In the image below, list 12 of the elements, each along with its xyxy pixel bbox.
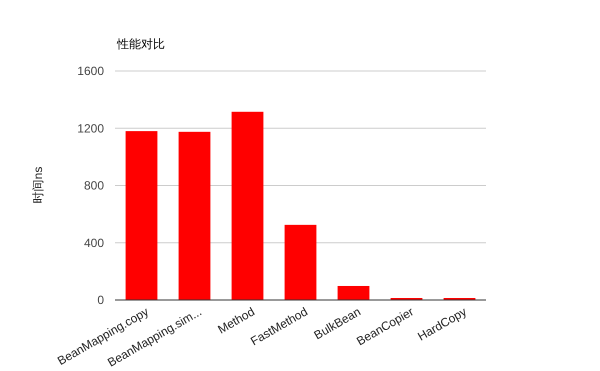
y-tick-label: 400 bbox=[84, 236, 104, 250]
bar bbox=[232, 112, 264, 300]
y-tick-label: 800 bbox=[84, 178, 104, 192]
y-tick-label: 0 bbox=[97, 293, 104, 307]
bar bbox=[338, 286, 370, 300]
chart-title: 性能对比 bbox=[116, 37, 165, 51]
y-tick-label: 1600 bbox=[77, 64, 104, 78]
bar bbox=[284, 224, 316, 300]
y-tick-label: 1200 bbox=[77, 121, 104, 136]
bar bbox=[126, 131, 158, 300]
y-axis-title: 时间ns bbox=[31, 166, 45, 204]
bar bbox=[178, 132, 210, 300]
